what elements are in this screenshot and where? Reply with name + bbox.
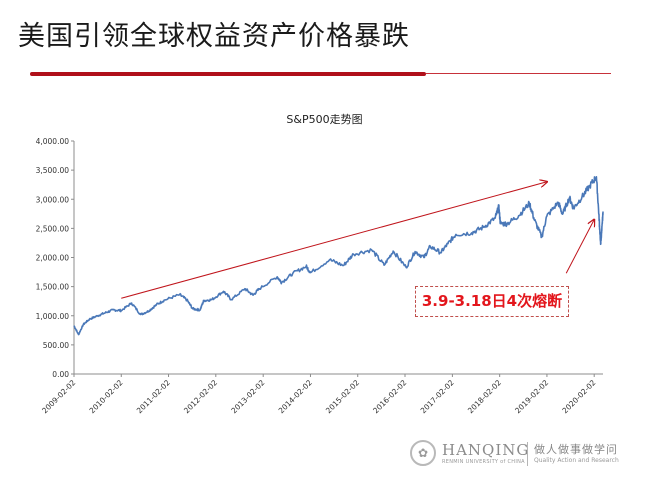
chart-axes: 0.00 500.00 1,000.00 1,500.00 2,000.00 2,500.… [36,137,603,415]
slogan-english: Quality Action and Research [534,457,619,464]
y-tick-label: 0.00 [52,370,69,379]
chart-plot-area [73,176,604,336]
title-underline-thick [30,72,426,76]
x-tick-label: 2012-02-02 [182,378,219,415]
circuit-breaker-callout: 3.9-3.18日4次熔断 [415,286,569,317]
y-tick-label: 1,500.00 [36,283,70,292]
title-underline-thin [426,73,611,74]
x-tick-label: 2010-02-02 [87,378,124,415]
brand-subtitle: RENMIN UNIVERSITY of CHINA [442,459,525,465]
crash-pointer-arrow [565,220,594,274]
x-tick-label: 2016-02-02 [371,378,408,415]
y-tick-label: 2,500.00 [36,224,70,233]
sp500-series-line [73,176,604,336]
y-tick-label: 2,000.00 [36,254,70,263]
x-tick-label: 2014-02-02 [277,378,314,415]
x-tick-label: 2020-02-02 [560,378,597,415]
x-tick-label: 2015-02-02 [324,378,361,415]
brand-name: HANQING [442,441,530,459]
y-tick-label: 500.00 [43,341,69,350]
slide-title: 美国引领全球权益资产价格暴跌 [18,21,410,52]
x-tick-label: 2019-02-02 [513,378,550,415]
x-tick-label: 2017-02-02 [419,378,456,415]
x-tick-label: 2011-02-02 [135,378,172,415]
chart-annotations [121,182,594,299]
x-tick-label: 2009-02-02 [40,378,77,415]
y-tick-label: 1,000.00 [36,312,70,321]
uptrend-arrow [121,182,547,299]
slogan-chinese: 做人做事做学问 [534,443,618,456]
y-tick-label: 3,000.00 [36,195,70,204]
footer-logo: ✿ HANQING RENMIN UNIVERSITY of CHINA 做人做… [410,440,642,470]
x-tick-label: 2013-02-02 [229,378,266,415]
footer-separator [527,442,528,466]
chart-title: S&P500走势图 [286,113,363,126]
y-tick-label: 4,000.00 [36,137,70,146]
x-tick-label: 2018-02-02 [466,378,503,415]
college-seal-icon: ✿ [410,440,436,466]
y-tick-label: 3,500.00 [36,166,70,175]
